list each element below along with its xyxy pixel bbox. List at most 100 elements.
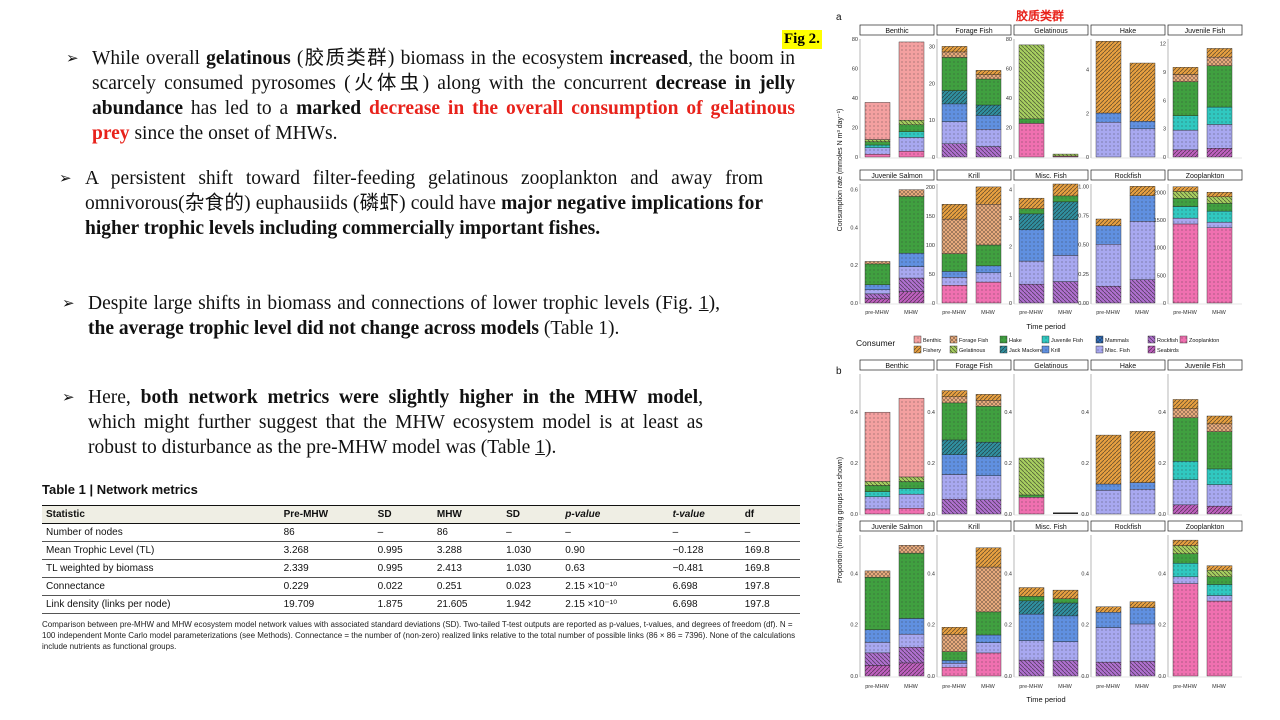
- y-tick-label: 40: [852, 96, 858, 102]
- table-cell: 6.698: [668, 595, 741, 614]
- bar-segment-pattern: [976, 394, 1001, 401]
- chart-panel: Krill 0 50 100 150 200: [926, 169, 1012, 307]
- bar-segment-pattern: [1130, 128, 1155, 157]
- y-tick-label: 0: [855, 155, 858, 161]
- bar-segment-pattern: [976, 115, 1001, 130]
- bar-segment-pattern: [942, 204, 967, 220]
- panel-strip: [859, 359, 935, 371]
- table-row: Connectance 0.229 0.022 0.251 0.023 2.15 ×10⁻…: [42, 577, 800, 596]
- bar-segment-pattern: [1019, 614, 1044, 641]
- table-cell: 0.995: [373, 559, 433, 578]
- bar-segment-pattern: [899, 278, 924, 292]
- fig-label: Fig 2.: [782, 30, 822, 49]
- bar-segment-pattern: [942, 474, 967, 500]
- bar-segment-pattern: [976, 652, 1001, 676]
- bullet-segment: marked: [296, 98, 369, 119]
- y-tick-label: 0.0: [850, 674, 858, 680]
- bar-segment-pattern: [865, 485, 890, 492]
- bar-segment-pattern: [1207, 107, 1232, 125]
- x-tick-label: MHW: [981, 684, 996, 690]
- y-tick-label: 0: [1163, 155, 1166, 161]
- table-row: Number of nodes 86–86– – – –: [42, 523, 800, 542]
- bar-segment-pattern: [1096, 627, 1121, 663]
- bar-segment-pattern: [942, 660, 967, 664]
- bar-segment-pattern: [1053, 615, 1078, 642]
- bar-segment-pattern: [976, 70, 1001, 75]
- bar-segment-pattern: [942, 634, 967, 652]
- panel-title: Forage Fish: [955, 363, 992, 370]
- bar-segment-pattern: [1096, 225, 1121, 245]
- y-tick-label: 0: [932, 301, 935, 307]
- table-cell: 0.63: [561, 559, 669, 578]
- y-tick-label: 0.2: [1158, 623, 1166, 629]
- bar-segment-pattern: [1173, 81, 1198, 116]
- bar-segment-pattern: [899, 398, 924, 477]
- bar-segment-pattern: [1096, 219, 1121, 226]
- bar-segment-pattern: [865, 298, 890, 303]
- bar-segment-pattern: [899, 291, 924, 303]
- panel-strip: [1090, 24, 1166, 36]
- gelatinous-annotation: 胶质类群: [1016, 8, 1064, 23]
- panel-title: Misc. Fish: [1035, 524, 1067, 531]
- bar-segment-pattern: [1173, 74, 1198, 82]
- y-tick-label: 0.0: [850, 301, 858, 307]
- x-tick-label: MHW: [1212, 310, 1227, 316]
- bullet-segment: 1: [535, 437, 545, 458]
- table-cell: 2.413: [432, 559, 503, 578]
- y-tick-label: 0.4: [850, 410, 858, 416]
- y-tick-label: 1500: [1154, 218, 1166, 224]
- table-cell: 3.288: [432, 541, 503, 560]
- legend-swatch-pattern: [1096, 336, 1103, 343]
- chart-panel: Forage Fish 0 10 20 30: [929, 24, 1012, 161]
- bar-segment-pattern: [1173, 479, 1198, 505]
- panel-strip: [1090, 520, 1166, 532]
- bar-segment-pattern: [1173, 149, 1198, 157]
- x-tick-label: pre-MHW: [942, 684, 966, 690]
- bar-segment-pattern: [899, 545, 924, 554]
- y-tick-label: 20: [929, 81, 935, 87]
- bar-segment-pattern: [1173, 206, 1198, 219]
- table-cell: 3.268: [279, 541, 374, 560]
- bar-segment-pattern: [865, 102, 890, 140]
- x-tick-label: pre-MHW: [865, 310, 889, 316]
- legend-label: Hake: [1009, 338, 1022, 344]
- bar-segment-pattern: [865, 642, 890, 653]
- bar-segment-pattern: [1207, 124, 1232, 149]
- table-body: Number of nodes 86–86– – – – Mean Trophic Lev…: [42, 523, 800, 614]
- bar-segment-pattern: [942, 57, 967, 91]
- bar-segment-pattern: [1019, 458, 1044, 495]
- bar-segment-pattern: [1130, 63, 1155, 122]
- bullet-text: Despite large shifts in biomass and conn…: [88, 293, 720, 339]
- panel-title: Juvenile Salmon: [871, 173, 922, 180]
- bar-segment-pattern: [1173, 583, 1198, 676]
- bar-segment-pattern: [942, 285, 967, 303]
- y-tick-label: 40: [1006, 96, 1012, 102]
- bullet-1: ➢ While overall gelatinous (胶质类群) biomas…: [66, 46, 795, 146]
- bar-segment-pattern: [1207, 584, 1232, 596]
- y-tick-label: 0.2: [1081, 461, 1089, 467]
- bar-segment-pattern: [865, 261, 890, 264]
- table-cell: −0.481: [668, 559, 741, 578]
- bar-segment-pattern: [899, 189, 924, 197]
- bar-segment-pattern: [899, 647, 924, 663]
- panel-b-label: b: [836, 366, 842, 377]
- bar-segment-pattern: [1019, 213, 1044, 230]
- bar-segment-pattern: [1173, 223, 1198, 303]
- table-header-cell: Statistic: [42, 505, 280, 524]
- bar-segment-pattern: [1019, 118, 1044, 124]
- x-tick-label: MHW: [1212, 684, 1227, 690]
- bar-segment-pattern: [976, 547, 1001, 568]
- chart-panel: Misc. Fish 0.0 0.2 0.4: [1004, 520, 1089, 680]
- bar-segment-pattern: [976, 406, 1001, 443]
- legend-label: Gelatinous: [959, 348, 986, 354]
- bar-segment-pattern: [1053, 281, 1078, 303]
- bar-segment-pattern: [942, 277, 967, 286]
- panel-strip: [1167, 520, 1243, 532]
- y-axis-title-a: Consumption rate (mmoles N m³ day⁻¹): [837, 109, 844, 232]
- bar-segment-pattern: [942, 663, 967, 668]
- y-tick-label: 1000: [1154, 246, 1166, 252]
- y-tick-label: 200: [926, 185, 935, 191]
- arrow-bullet-icon: ➢: [59, 169, 72, 187]
- panel-title: Juvenile Salmon: [871, 524, 922, 531]
